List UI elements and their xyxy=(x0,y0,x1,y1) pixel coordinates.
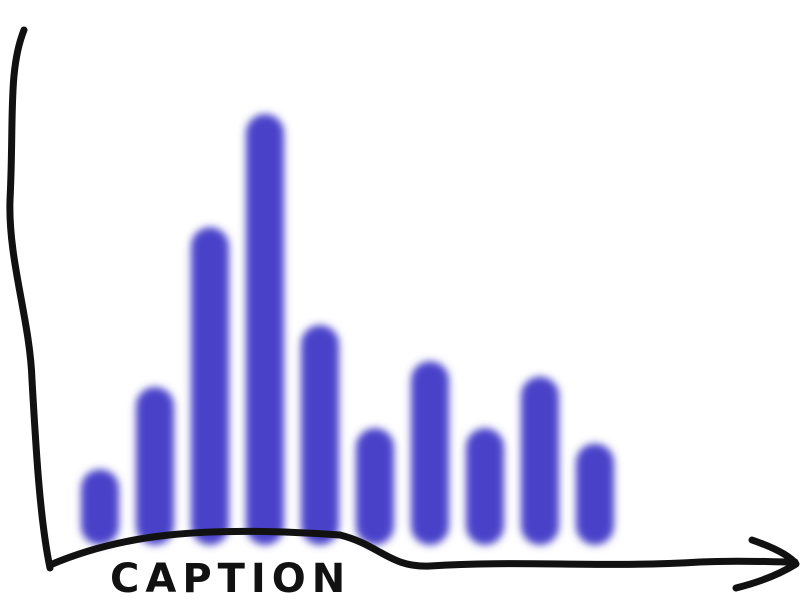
y-axis xyxy=(6,26,54,572)
bar xyxy=(521,376,559,545)
bars xyxy=(81,114,614,546)
x-axis-label: CAPTION xyxy=(110,556,351,602)
bar xyxy=(411,361,449,545)
x-axis-arrow xyxy=(732,536,800,592)
bar xyxy=(466,428,504,545)
x-axis xyxy=(46,527,799,570)
bar xyxy=(576,443,614,545)
bar xyxy=(246,114,284,545)
bar xyxy=(81,469,119,545)
bar xyxy=(191,227,229,546)
bar xyxy=(356,428,394,545)
bar xyxy=(136,386,174,545)
bar xyxy=(301,325,339,545)
